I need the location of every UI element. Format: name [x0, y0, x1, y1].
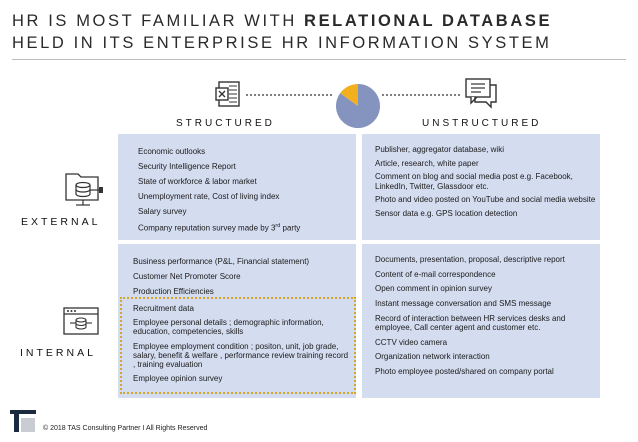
title-bold: RELATIONAL DATABASE [304, 12, 553, 30]
list-item: Recruitment data [133, 304, 194, 313]
panel-external-unstructured [362, 134, 600, 240]
title-line-2: HELD IN ITS ENTERPRISE HR INFORMATION SY… [12, 34, 552, 52]
column-header-structured: STRUCTURED [176, 118, 275, 129]
list-item: Photo employee posted/shared on company … [375, 367, 554, 377]
list-item: Content of e-mail correspondence [375, 269, 496, 279]
footer-copyright: © 2018 TAS Consulting Partner I All Righ… [43, 425, 208, 432]
external-structured-list: Economic outlooks Security Intelligence … [138, 147, 350, 239]
list-item: Customer Net Promoter Score [133, 272, 241, 282]
list-item: Employee employment condition ; positon,… [133, 341, 349, 370]
list-item: Security Intelligence Report [138, 162, 236, 171]
spreadsheet-icon [215, 81, 240, 107]
connector-left [246, 94, 332, 96]
list-item: Sensor data e.g. GPS location detection [375, 209, 518, 219]
internal-structured-list: Business performance (P&L, Financial sta… [133, 257, 351, 303]
list-item: Record of interaction between HR service… [375, 313, 566, 333]
list-item: Company reputation survey made by 3rd pa… [138, 223, 301, 233]
title-plain: HR IS MOST FAMILIAR WITH [12, 12, 305, 30]
list-item: Open comment in opinion survey [375, 284, 492, 294]
list-item: Salary survey [138, 207, 187, 216]
internal-window-icon [63, 307, 99, 335]
list-item: Publisher, aggregator database, wiki [375, 145, 504, 154]
list-item: State of workforce & labor market [138, 177, 257, 186]
list-item: Production Efficiencies [133, 287, 214, 297]
list-item: Unemployment rate, Cost of living index [138, 192, 280, 201]
external-unstructured-list: Publisher, aggregator database, wiki Art… [375, 145, 597, 223]
row-header-internal: INTERNAL [20, 347, 96, 359]
chat-icon [465, 78, 497, 109]
list-item: Employee opinion survey [133, 374, 223, 384]
list-item: Economic outlooks [138, 147, 206, 156]
hris-highlight-box [120, 297, 356, 394]
column-header-unstructured: UNSTRUCTURED [422, 118, 542, 129]
external-folder-icon [65, 173, 103, 206]
list-item: Organization network interaction [375, 352, 490, 362]
company-logo-icon [10, 410, 36, 432]
internal-structured-highlight-list: Recruitment data Employee personal detai… [133, 304, 351, 388]
list-item: Documents, presentation, proposal, descr… [375, 255, 565, 264]
internal-unstructured-list: Documents, presentation, proposal, descr… [375, 255, 597, 382]
list-item: Photo and video posted on YouTube and so… [375, 195, 596, 205]
title-line-1: HR IS MOST FAMILIAR WITH RELATIONAL DATA… [12, 10, 632, 32]
panel-external-structured [118, 134, 356, 240]
list-item: Business performance (P&L, Financial sta… [133, 257, 310, 266]
pie-chart [336, 84, 380, 128]
page-title: HR IS MOST FAMILIAR WITH RELATIONAL DATA… [12, 10, 632, 54]
list-item: CCTV video camera [375, 337, 448, 347]
list-item: Article, research, white paper [375, 158, 479, 168]
list-item: Comment on blog and social media post e.… [375, 172, 573, 191]
panel-internal-structured [118, 244, 356, 398]
connector-right [382, 94, 462, 96]
panel-internal-unstructured [362, 244, 600, 398]
list-item: Instant message conversation and SMS mes… [375, 299, 552, 309]
pie-slice-structured [340, 84, 358, 106]
title-divider [12, 59, 626, 60]
row-header-external: EXTERNAL [21, 216, 101, 228]
list-item: Employee personal details ; demographic … [133, 318, 324, 337]
